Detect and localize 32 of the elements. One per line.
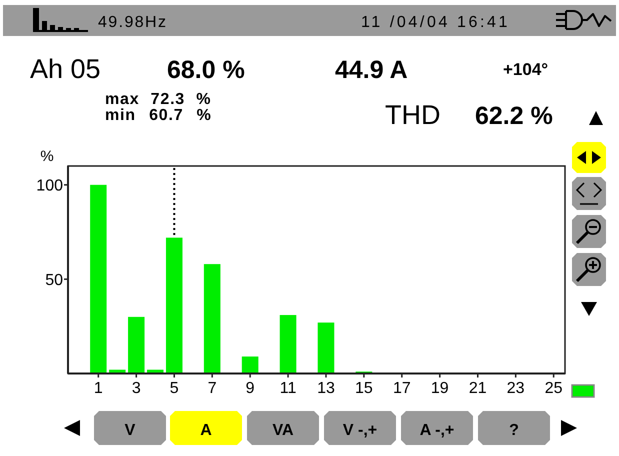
x-tick-label: 21 <box>468 380 487 397</box>
text: VA <box>272 422 294 439</box>
text: max 72.3 % <box>105 91 212 108</box>
x-tick-label: 15 <box>355 380 373 397</box>
text: 49.98Hz <box>98 14 168 31</box>
y-tick-label: 100 <box>36 177 64 194</box>
x-tick-label: 7 <box>208 380 217 397</box>
x-tick-label: 5 <box>170 380 179 397</box>
text: A -,+ <box>420 422 454 439</box>
text: 11 /04/04 16:41 <box>361 14 510 31</box>
text: V <box>124 422 136 439</box>
x-tick-label: 13 <box>317 380 335 397</box>
x-tick-label: 11 <box>280 380 296 397</box>
text: 68.0 % <box>167 56 245 84</box>
text: +104° <box>503 60 548 79</box>
y-tick-label: 50 <box>45 272 64 289</box>
y-axis-title: % <box>40 148 54 165</box>
text: Ah 05 <box>30 54 101 84</box>
x-tick-label: 25 <box>544 380 563 397</box>
text: A <box>200 422 212 439</box>
x-tick-label: 1 <box>94 380 103 397</box>
text: 62.2 % <box>475 102 553 130</box>
text: V -,+ <box>342 422 378 439</box>
text: THD <box>385 100 440 130</box>
text: min 60.7 % <box>105 107 212 124</box>
x-tick-label: 9 <box>246 380 255 397</box>
text: ? <box>509 422 519 439</box>
x-tick-label: 23 <box>506 380 525 397</box>
x-tick-label: 17 <box>392 380 411 397</box>
x-tick-label: 19 <box>430 380 449 397</box>
x-tick-label: 3 <box>132 380 141 397</box>
text: 44.9 A <box>335 56 408 84</box>
